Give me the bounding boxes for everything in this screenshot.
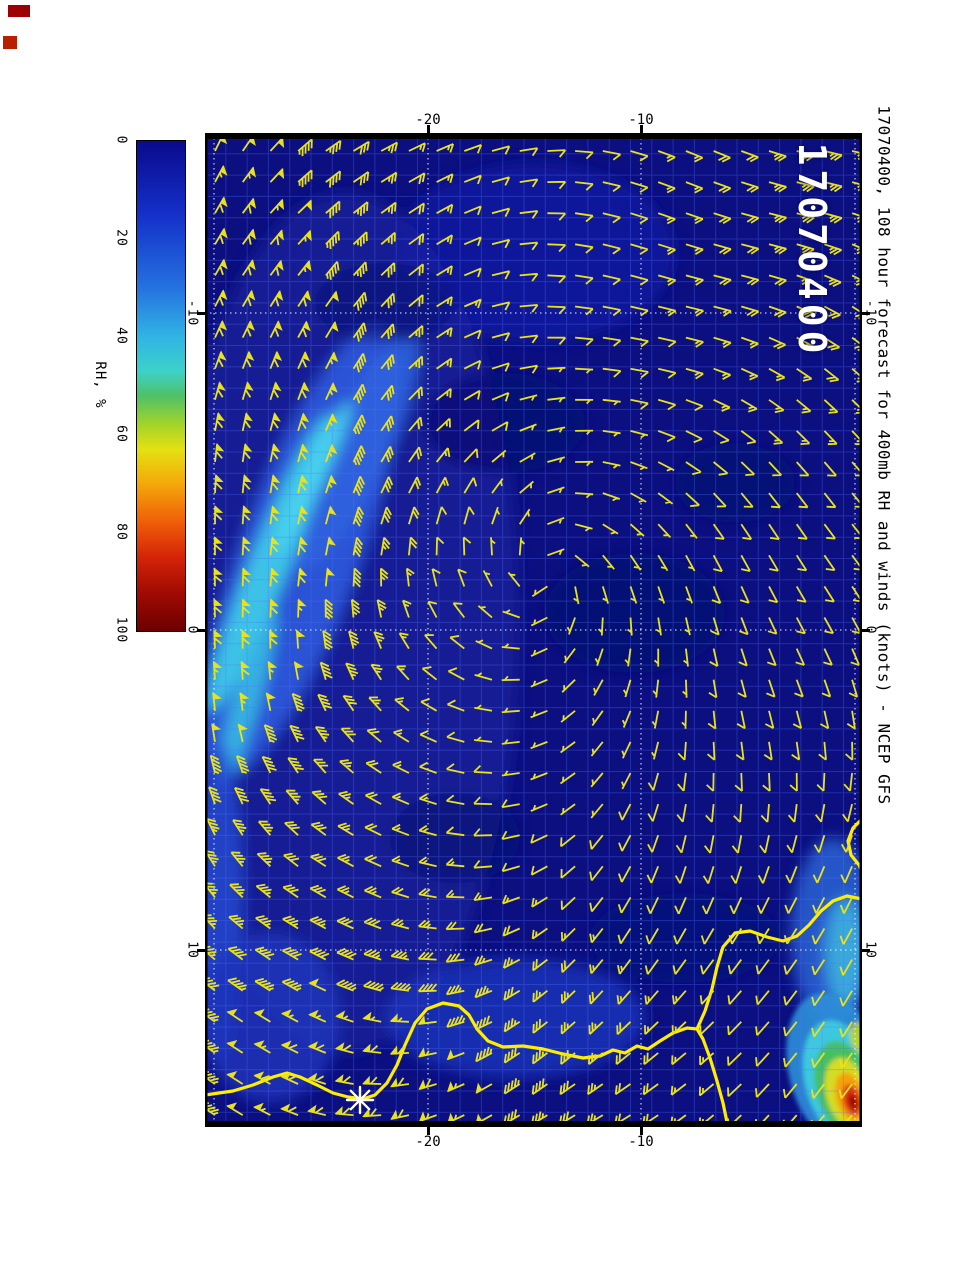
rh-colorbar	[136, 140, 186, 632]
colorbar-tick-label: 0	[113, 135, 129, 145]
map-canvas	[205, 133, 862, 1127]
axis-tick-label: -10	[628, 1134, 654, 1150]
forecast-map	[205, 133, 862, 1127]
location-marker-asterisk	[345, 1085, 375, 1115]
colorbar-tick-label: 60	[113, 425, 129, 443]
axis-tick-mark	[862, 629, 870, 632]
colorbar-tick-label: 80	[113, 523, 129, 541]
axis-tick-mark	[197, 312, 205, 315]
axis-tick-mark	[427, 1127, 430, 1135]
grid-mesh	[205, 133, 862, 1127]
corner-mark-1	[8, 5, 30, 17]
figure-title: 17070400, 108 hour forecast for 400mb RH…	[874, 105, 894, 805]
colorbar-tick-label: 100	[113, 616, 129, 644]
axis-tick-mark	[640, 1127, 643, 1135]
axis-tick-label: -20	[415, 112, 441, 128]
axis-tick-mark	[862, 949, 870, 952]
axis-tick-mark	[197, 949, 205, 952]
axis-tick-label: -10	[628, 112, 654, 128]
colorbar-tick-label: 40	[113, 327, 129, 345]
corner-mark-2	[3, 36, 17, 49]
axis-tick-mark	[640, 125, 643, 133]
colorbar-axis-label: RH, %	[92, 361, 108, 409]
axis-tick-mark	[427, 125, 430, 133]
axis-tick-mark	[862, 312, 870, 315]
wind-barb-pennants	[211, 133, 483, 1125]
map-border	[205, 133, 862, 1127]
axis-tick-label: -20	[415, 1134, 441, 1150]
colorbar-tick-label: 20	[113, 229, 129, 247]
axis-tick-mark	[197, 629, 205, 632]
lat-lon-gridlines	[205, 133, 862, 1127]
datestamp-overlay: 17070400	[790, 142, 834, 358]
wind-barb-shafts	[205, 134, 862, 1127]
